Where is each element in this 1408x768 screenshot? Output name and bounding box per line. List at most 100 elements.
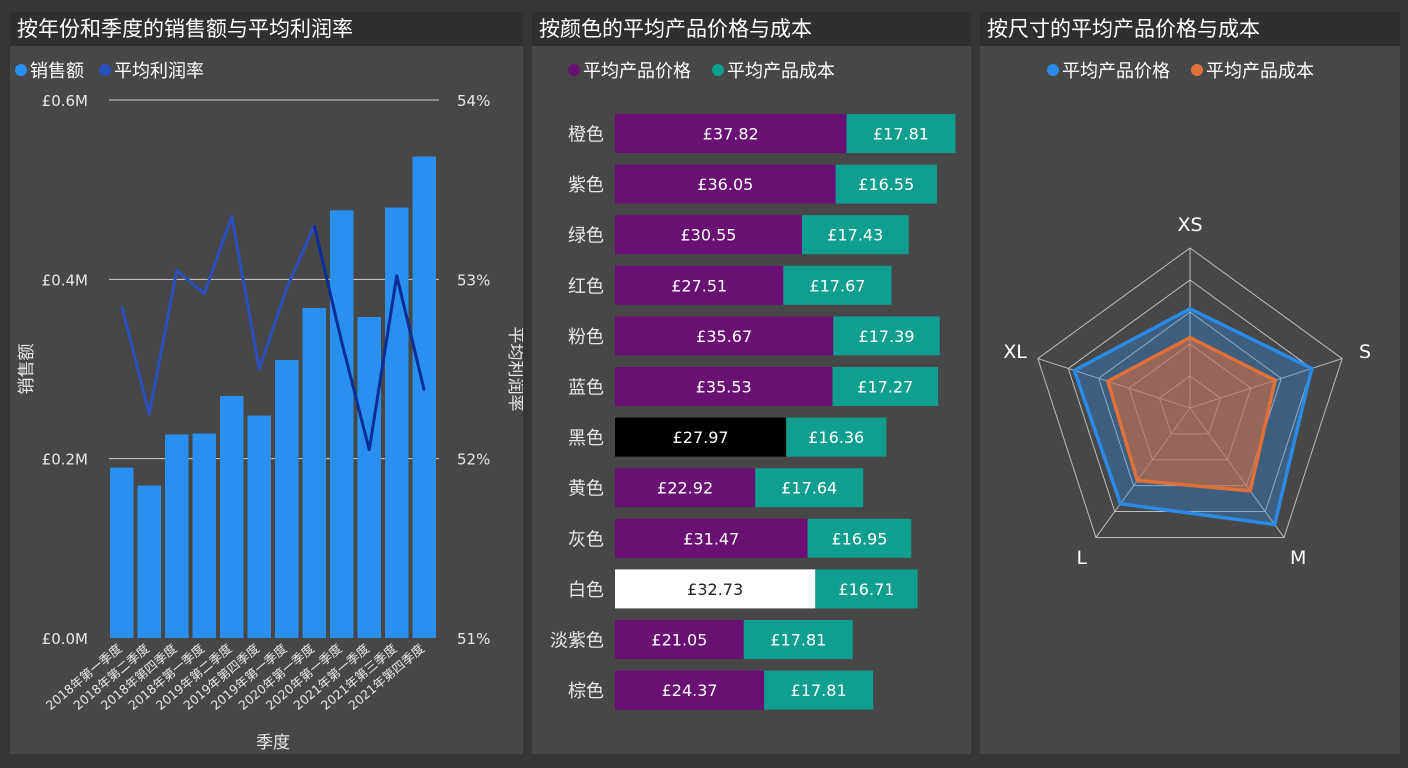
y2-axis-title: 平均利润率 bbox=[505, 327, 523, 412]
y-tick-label: £0.6M bbox=[42, 92, 88, 110]
cost-bar bbox=[801, 215, 909, 255]
sales-bar bbox=[165, 434, 189, 638]
y2-tick-label: 51% bbox=[457, 630, 490, 648]
category-label: 橙色 bbox=[568, 125, 604, 146]
sales-bar bbox=[137, 485, 161, 638]
radar-axis-label: S bbox=[1359, 341, 1371, 363]
category-label: 绿色 bbox=[568, 226, 604, 247]
price-data-label: £31.47 bbox=[683, 529, 739, 548]
legend-label-price: 平均产品价格 bbox=[583, 61, 691, 82]
price-data-label: £22.92 bbox=[657, 479, 713, 498]
radar-axis-label: XS bbox=[1177, 214, 1202, 236]
legend-marker-size-cost bbox=[1191, 64, 1203, 76]
legend-marker-sales bbox=[15, 64, 27, 76]
y-tick-label: £0.0M bbox=[42, 630, 88, 648]
y-tick-label: £0.4M bbox=[42, 271, 88, 289]
category-label: 粉色 bbox=[568, 327, 604, 348]
price-bar bbox=[615, 620, 744, 659]
color-price-cost-title: 按颜色的平均产品价格与成本 bbox=[532, 12, 971, 46]
price-bar bbox=[615, 367, 833, 406]
radar-axis-label: M bbox=[1290, 547, 1306, 569]
cost-data-label: £16.95 bbox=[831, 529, 887, 548]
price-data-label: £27.97 bbox=[673, 428, 729, 447]
y-axis-title: 销售额 bbox=[17, 344, 37, 395]
price-data-label: £21.05 bbox=[651, 631, 707, 650]
cost-bar bbox=[783, 265, 892, 305]
cost-bar bbox=[764, 670, 874, 710]
cost-bar bbox=[755, 468, 864, 508]
price-data-label: £24.37 bbox=[662, 681, 718, 700]
y2-tick-label: 54% bbox=[457, 92, 490, 110]
sales-bar bbox=[330, 210, 354, 639]
cost-bar bbox=[786, 417, 887, 457]
cost-data-label: £16.36 bbox=[808, 428, 864, 447]
category-label: 蓝色 bbox=[568, 378, 604, 399]
price-bar bbox=[615, 569, 816, 609]
price-bar bbox=[615, 316, 834, 356]
cost-bar bbox=[835, 164, 937, 204]
cost-bar bbox=[815, 569, 918, 609]
sales-bar bbox=[220, 395, 244, 638]
radar-axis-label: XL bbox=[1003, 341, 1027, 363]
sales-margin-chart: 销售额 平均利润率£0.0M£0.2M£0.4M£0.6M51%52%53%54%… bbox=[15, 61, 523, 753]
cost-bar bbox=[807, 518, 912, 558]
cost-data-label: £16.55 bbox=[858, 175, 914, 194]
cost-data-label: £17.64 bbox=[781, 479, 837, 498]
cost-data-label: £17.81 bbox=[791, 681, 847, 700]
sales-bar bbox=[247, 415, 271, 638]
legend-label-margin: 平均利润率 bbox=[114, 61, 204, 82]
price-data-label: £35.67 bbox=[696, 327, 752, 346]
sales-bar bbox=[302, 308, 326, 638]
size-price-cost-panel: 按尺寸的平均产品价格与成本 平均产品价格 平均产品成本 XS S M L XL bbox=[980, 12, 1400, 754]
category-label: 红色 bbox=[568, 276, 604, 297]
category-label: 黑色 bbox=[568, 428, 604, 449]
legend-label-cost: 平均产品成本 bbox=[727, 61, 835, 82]
price-bar bbox=[615, 468, 756, 508]
margin-line bbox=[120, 215, 316, 416]
y2-tick-label: 52% bbox=[457, 451, 490, 469]
legend-label-size-cost: 平均产品成本 bbox=[1206, 61, 1314, 82]
legend-marker-cost bbox=[712, 64, 724, 76]
cost-bar bbox=[832, 367, 939, 406]
cost-data-label: £17.43 bbox=[827, 226, 883, 245]
legend-label-sales: 销售额 bbox=[30, 61, 84, 82]
color-price-cost-panel: 按颜色的平均产品价格与成本 平均产品价格 平均产品成本橙色 £37.82 £17.81… bbox=[532, 12, 971, 754]
category-label: 黄色 bbox=[568, 479, 604, 500]
sales-bar bbox=[357, 316, 381, 638]
sales-margin-panel: 按年份和季度的销售额与平均利润率 销售额 平均利润率 £0.0M £0.2M £0.4M… bbox=[10, 12, 523, 754]
price-bar bbox=[615, 215, 802, 255]
legend-marker-price bbox=[568, 64, 580, 76]
price-bar bbox=[615, 670, 765, 710]
cost-data-label: £17.39 bbox=[859, 327, 915, 346]
category-label: 棕色 bbox=[568, 681, 604, 702]
price-data-label: £30.55 bbox=[680, 226, 736, 245]
category-label: 紫色 bbox=[568, 175, 604, 196]
cost-data-label: £17.81 bbox=[873, 125, 929, 144]
price-bar bbox=[615, 417, 787, 457]
cost-data-label: £16.71 bbox=[838, 580, 894, 599]
price-bar bbox=[615, 114, 847, 153]
size-radar-chart: 平均产品价格 平均产品成本 XS S M L XL bbox=[1003, 61, 1371, 569]
x-axis-title: 季度 bbox=[256, 733, 290, 753]
y-tick-label: £0.2M bbox=[42, 451, 88, 469]
price-data-label: £32.73 bbox=[687, 580, 743, 599]
radar-series-cost bbox=[1106, 335, 1277, 493]
cost-data-label: £17.81 bbox=[770, 631, 826, 650]
price-data-label: £35.53 bbox=[696, 378, 752, 397]
sales-bar bbox=[192, 433, 216, 638]
price-data-label: £36.05 bbox=[697, 175, 753, 194]
radar-gridline bbox=[1037, 247, 1343, 538]
cost-data-label: £17.67 bbox=[809, 276, 865, 295]
price-data-label: £27.51 bbox=[671, 276, 727, 295]
cost-data-label: £17.27 bbox=[857, 378, 913, 397]
margin-line-segment bbox=[312, 225, 426, 452]
sales-bar bbox=[385, 207, 409, 638]
price-data-label: £37.82 bbox=[703, 125, 759, 144]
radar-axis-label: L bbox=[1077, 547, 1088, 569]
price-bar bbox=[615, 518, 808, 558]
category-label: 灰色 bbox=[568, 529, 604, 550]
price-bar bbox=[615, 164, 836, 204]
size-price-cost-title: 按尺寸的平均产品价格与成本 bbox=[980, 12, 1400, 46]
cost-bar bbox=[743, 620, 853, 659]
